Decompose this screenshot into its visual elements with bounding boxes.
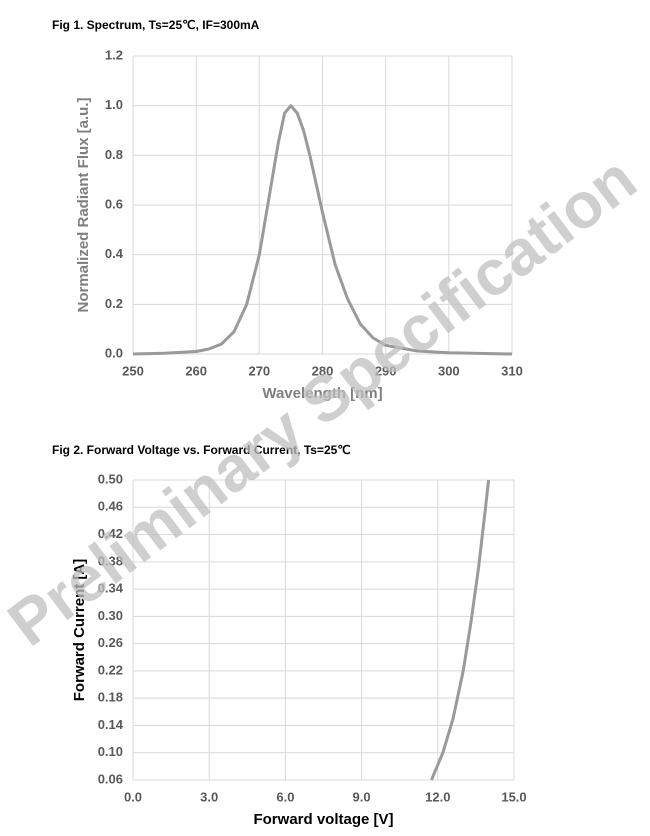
y-tick-label: 0.4 — [105, 246, 124, 261]
series-line — [132, 104, 513, 356]
y-tick-label: 0.26 — [98, 635, 123, 650]
x-tick-label: 3.0 — [200, 789, 218, 804]
x-tick-label: 0.0 — [124, 789, 142, 804]
y-tick-label: 0.18 — [98, 690, 123, 705]
x-tick-label: 260 — [185, 363, 207, 378]
y-tick-label: 0.22 — [98, 662, 123, 677]
y-tick-label: 1.0 — [105, 97, 123, 112]
x-tick-label: 15.0 — [501, 789, 526, 804]
x-tick-label: 300 — [438, 363, 460, 378]
chart-title: Fig 1. Spectrum, Ts=25℃, IF=300mA — [52, 18, 260, 32]
y-tick-label: 0.46 — [98, 499, 123, 514]
x-tick-label: 9.0 — [353, 789, 371, 804]
y-axis-label: Normalized Radiant Flux [a.u.] — [75, 97, 92, 312]
y-tick-label: 1.2 — [105, 47, 123, 62]
y-tick-label: 0.10 — [98, 744, 123, 759]
y-tick-label: 0.50 — [98, 471, 123, 486]
y-tick-label: 0.2 — [105, 296, 123, 311]
x-tick-label: 290 — [375, 363, 397, 378]
x-tick-label: 12.0 — [425, 789, 450, 804]
y-tick-label: 0.30 — [98, 608, 123, 623]
series-line — [430, 479, 491, 781]
x-tick-label: 280 — [312, 363, 334, 378]
y-axis-label: Forward Current [A] — [71, 559, 88, 702]
x-tick-label: 250 — [122, 363, 144, 378]
y-tick-label: 0.06 — [98, 771, 123, 786]
x-tick-label: 310 — [501, 363, 523, 378]
y-tick-label: 0.6 — [105, 196, 123, 211]
x-axis-label: Wavelength [nm] — [262, 385, 382, 402]
y-tick-label: 0.38 — [98, 553, 123, 568]
y-tick-label: 0.8 — [105, 147, 123, 162]
y-tick-label: 0.14 — [98, 717, 124, 732]
x-tick-label: 270 — [248, 363, 270, 378]
chart-title: Fig 2. Forward Voltage vs. Forward Curre… — [52, 443, 351, 457]
y-tick-label: 0.0 — [105, 345, 123, 360]
y-tick-label: 0.42 — [98, 526, 123, 541]
x-tick-label: 6.0 — [276, 789, 294, 804]
y-tick-label: 0.34 — [98, 581, 124, 596]
x-axis-label: Forward voltage [V] — [253, 811, 393, 828]
